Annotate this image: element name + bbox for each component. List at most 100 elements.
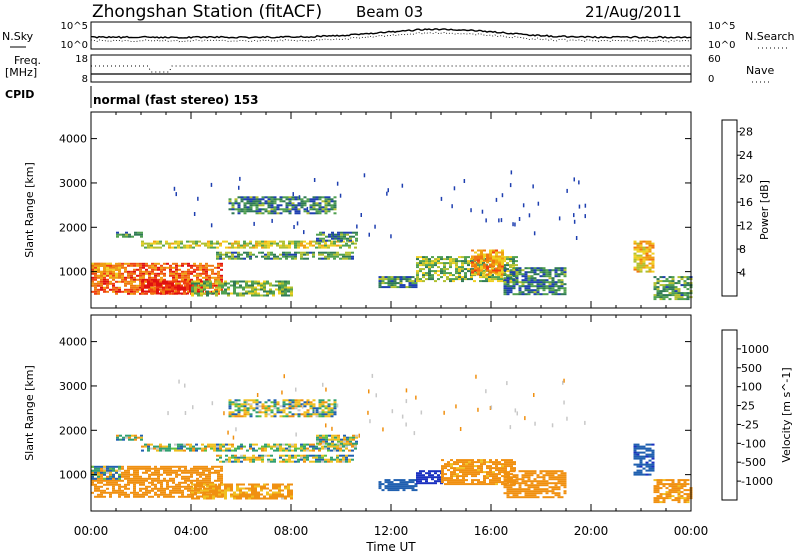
echo-cell [166, 467, 169, 470]
echo-cell [199, 274, 202, 277]
echo-cell [477, 469, 480, 472]
echo-cell [416, 478, 419, 481]
echo-cell [189, 284, 192, 287]
echo-cell [333, 244, 336, 247]
echo-speck [558, 216, 561, 221]
echo-speck [382, 427, 384, 432]
echo-cell [216, 246, 219, 249]
echo-cell [651, 449, 655, 452]
echo-cell [218, 489, 221, 492]
echo-cell [443, 264, 446, 267]
echo-cell [309, 401, 313, 404]
echo-cell [518, 269, 522, 272]
echo-cell [462, 471, 465, 474]
echo-cell [656, 278, 660, 281]
echo-cell [273, 460, 276, 463]
echo-cell [279, 460, 282, 463]
echo-cell [97, 487, 100, 490]
nave-tick-top: 60 [708, 54, 721, 65]
echo-cell [112, 290, 115, 293]
echo-cell [252, 447, 255, 450]
echo-cell [333, 255, 336, 258]
echo-cell [497, 280, 500, 283]
echo-cell [218, 485, 221, 488]
echo-cell [174, 443, 177, 446]
echo-cell [154, 467, 157, 470]
echo-cell [261, 445, 264, 448]
echo-cell [557, 289, 561, 292]
echo-cell [147, 443, 150, 446]
echo-cell [345, 257, 348, 260]
echo-cell [228, 449, 231, 452]
power-colorbar-tick-label: 28 [739, 126, 753, 139]
echo-cell [285, 208, 289, 211]
echo-cell [501, 469, 504, 472]
echo-cell [252, 449, 255, 452]
echo-cell [437, 474, 440, 477]
echo-cell [450, 459, 453, 462]
echo-cell [288, 208, 292, 211]
echo-cell [498, 467, 501, 470]
echo-cell [211, 282, 214, 285]
echo-cell [217, 270, 220, 273]
echo-cell [422, 262, 425, 265]
echo-cell [257, 491, 260, 494]
echo-cell [331, 237, 334, 240]
echo-cell [416, 270, 419, 273]
echo-cell [231, 242, 234, 245]
echo-cell [471, 475, 474, 478]
echo-cell [671, 487, 675, 490]
echo-cell [545, 271, 549, 274]
echo-cell [349, 438, 352, 441]
echo-cell [255, 403, 259, 406]
echo-cell [485, 280, 488, 283]
power-colorbar-tick-label: 12 [739, 220, 753, 233]
echo-cell [261, 458, 264, 461]
echo-cell [251, 489, 254, 492]
echo-cell [563, 474, 567, 477]
echo-cell [349, 235, 352, 238]
echo-cell [441, 459, 444, 462]
echo-cell [165, 292, 168, 295]
echo-cell [399, 485, 403, 488]
echo-cell [258, 454, 261, 457]
echo-cell [231, 244, 234, 247]
echo-speck [453, 186, 456, 191]
echo-cell [501, 253, 504, 256]
echo-cell [501, 267, 504, 270]
echo-cell [177, 449, 180, 452]
echo-cell [349, 442, 352, 445]
echo-cell [480, 265, 483, 268]
echo-cell [153, 284, 156, 287]
echo-cell [557, 492, 561, 495]
echo-cell [106, 477, 109, 480]
echo-cell [202, 467, 205, 470]
echo-cell [399, 286, 403, 289]
echo-cell [677, 485, 681, 488]
echo-cell [91, 491, 94, 494]
echo-cell [209, 280, 212, 283]
echo-cell [103, 465, 106, 468]
echo-cell [279, 415, 283, 418]
echo-cell [278, 483, 281, 486]
echo-cell [136, 479, 139, 482]
echo-cell [106, 282, 109, 285]
echo-cell [234, 257, 237, 260]
echo-cell [491, 280, 494, 283]
echo-cell [300, 242, 303, 245]
echo-cell [489, 269, 492, 272]
echo-cell [434, 472, 437, 475]
echo-cell [306, 200, 310, 203]
echo-cell [560, 269, 564, 272]
echo-cell [297, 210, 301, 213]
echo-cell [477, 459, 480, 462]
echo-cell [515, 492, 519, 495]
echo-cell [109, 473, 112, 476]
echo-cell [437, 270, 440, 273]
echo-cell [237, 210, 241, 213]
echo-cell [656, 292, 660, 295]
echo-region [503, 470, 567, 499]
echo-cell [315, 415, 319, 418]
echo-cell [169, 495, 172, 498]
echo-cell [444, 465, 447, 468]
